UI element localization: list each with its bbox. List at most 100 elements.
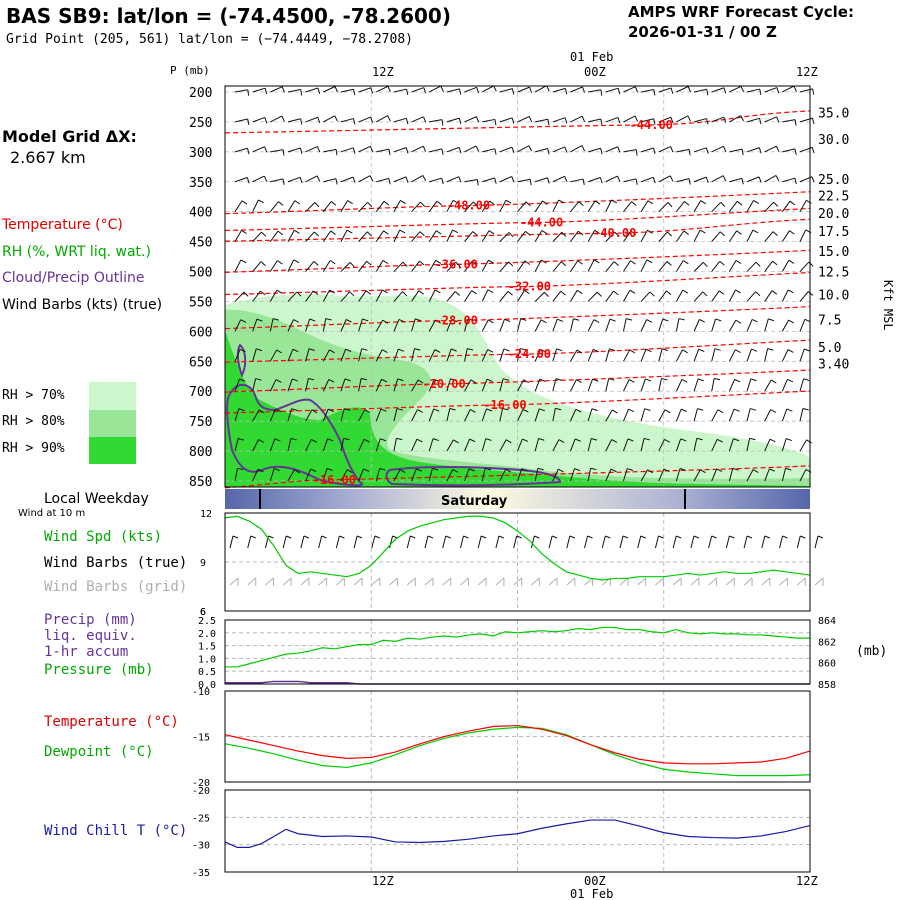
wind-barb-flag <box>414 318 422 322</box>
wind-barb-flag <box>441 148 444 155</box>
wind-barb <box>570 145 586 153</box>
wind-barb-flag <box>772 231 778 237</box>
wind-barb <box>340 261 355 272</box>
wind-barb-flag <box>327 408 334 412</box>
wind-barb-staff <box>729 148 743 153</box>
wind-barb-flag <box>405 147 409 154</box>
wind-barb <box>446 318 458 332</box>
wind-barb <box>305 348 315 362</box>
temperature-contour-line <box>224 306 811 330</box>
wind-barb <box>711 318 722 332</box>
precip-tick: 0.5 <box>198 667 216 678</box>
wind-barb <box>534 230 548 242</box>
wind-barb-flag <box>387 115 391 122</box>
wind-barb-staff <box>287 89 301 93</box>
temperature-contour-line <box>224 218 811 242</box>
wind-barb <box>481 230 495 242</box>
wind-barb-flag <box>434 289 441 294</box>
wind-barb-staff <box>428 230 437 242</box>
wind-barb-flag <box>363 438 370 443</box>
wind-barb-flag <box>768 318 775 322</box>
wind-barb-staff <box>588 89 602 93</box>
wind-barb <box>746 348 758 362</box>
wind-barb <box>693 291 708 302</box>
wind-barb-staff <box>428 289 436 302</box>
temperature-contour-line <box>224 465 811 489</box>
wind-barb <box>693 348 705 362</box>
wind-barb-staff <box>464 438 471 452</box>
height-axis-title: Kft MSL <box>881 280 895 331</box>
wind-barb-flag <box>275 408 282 413</box>
wind-barb-flag <box>383 230 389 235</box>
wind-barb <box>781 467 792 482</box>
pressure-tick-label: 700 <box>189 385 212 400</box>
wind-barb-staff <box>340 408 345 422</box>
wind-barb-staff <box>781 289 789 302</box>
top-tick-00z: 00Z <box>584 65 606 79</box>
wind-barb <box>728 438 740 452</box>
wind-barb-flag <box>715 318 722 322</box>
wind-barb <box>746 408 757 422</box>
wind-barb-staff <box>552 348 558 362</box>
wind-barb <box>746 147 762 154</box>
wind-barb <box>429 177 444 185</box>
wind-barb-staff <box>270 149 284 153</box>
wind-barb-staff <box>517 409 524 422</box>
temperature-contour-label: -36.00 <box>435 257 478 271</box>
wind-barb-flag <box>631 201 637 206</box>
wind-barb <box>323 148 338 156</box>
wind-barb <box>270 86 285 93</box>
wind-barb-staff <box>446 146 460 153</box>
wind-barb-staff <box>711 378 715 392</box>
wind-barb-flag <box>769 438 776 443</box>
true-wind-barb-flag <box>374 535 381 539</box>
wind-barb <box>746 437 756 452</box>
wind-barb-flag <box>634 115 639 122</box>
wind-barb <box>587 200 601 212</box>
wind-barb-staff <box>234 147 248 153</box>
cloud-legend: Cloud/Precip Outline <box>2 270 145 286</box>
wind-barb-flag <box>732 467 739 471</box>
wind-barb <box>764 175 780 183</box>
wind-barb-flag <box>787 349 794 353</box>
temperature-contour-line <box>224 110 811 134</box>
wind-barb <box>534 378 546 392</box>
wind-barb-staff <box>729 115 741 123</box>
dewpoint-series-legend: Dewpoint (°C) <box>44 744 154 760</box>
temperature-series <box>224 724 811 777</box>
wind-barb-staff <box>570 201 580 213</box>
wind-barb <box>552 407 562 422</box>
wind-barb <box>322 408 334 422</box>
wind-barb-staff <box>358 175 371 183</box>
wind-barb-staff <box>481 230 490 242</box>
wind-barb-staff <box>781 260 790 272</box>
height-tick-label: 22.5 <box>818 190 849 205</box>
wind-barb <box>711 260 725 272</box>
pressure-tick-label: 450 <box>189 236 212 251</box>
wind-barb <box>517 145 533 153</box>
wind-barb-staff <box>552 146 566 153</box>
wind-barb-staff <box>623 149 637 153</box>
wind-barb-staff <box>675 468 681 482</box>
height-tick-label: 20.0 <box>818 207 849 222</box>
wind-barb <box>358 231 372 242</box>
temperature-contour-line <box>224 207 811 232</box>
height-tick-label: 3.40 <box>818 357 849 372</box>
wind-barb-flag <box>811 117 815 125</box>
wind-barb-staff <box>358 201 368 213</box>
wind-barb-flag <box>468 468 475 472</box>
wind-barb <box>587 291 602 302</box>
wind-barb-staff <box>375 438 381 452</box>
wind-barb-flag <box>740 115 744 122</box>
wind-barb-flag <box>282 178 285 185</box>
wind-barb-flag <box>793 85 797 92</box>
wind-barb-flag <box>470 379 477 384</box>
wind-barb-flag <box>574 468 581 472</box>
wind-barb <box>358 87 374 94</box>
wind-barb-flag <box>522 438 529 442</box>
pressure-legend: Pressure (mb) <box>44 662 154 678</box>
grid-wind-barb <box>655 577 664 586</box>
wind-barb <box>375 289 388 302</box>
true-wind-barb-flag <box>764 535 771 539</box>
wind-barb-flag <box>629 289 636 294</box>
